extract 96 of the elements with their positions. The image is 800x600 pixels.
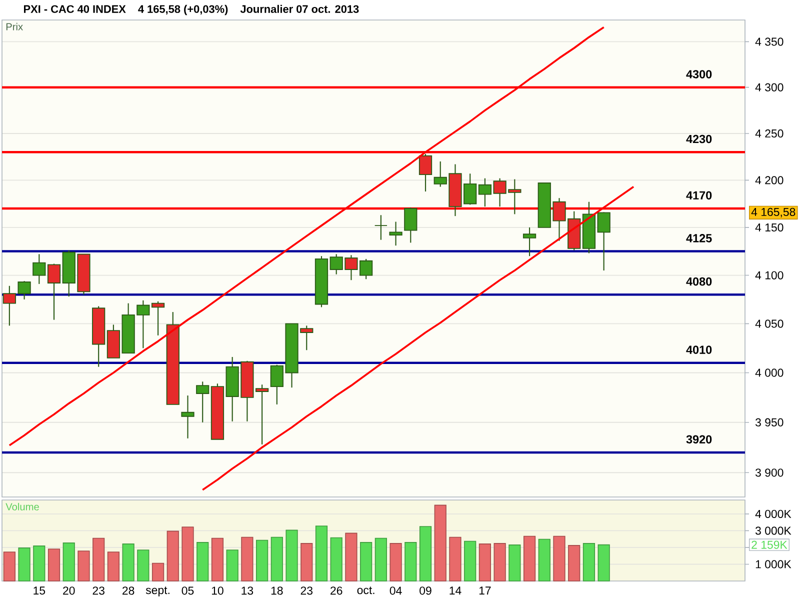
bar	[48, 548, 60, 582]
x-tick-label: 15	[34, 586, 46, 595]
text: Journalier 07 oct. 2013	[240, 4, 359, 13]
bar	[182, 526, 194, 582]
y-tick-label: 3 900	[755, 468, 784, 477]
x-tick-label: 09	[420, 586, 432, 595]
bar	[345, 532, 358, 582]
bar	[419, 526, 432, 582]
bar	[62, 542, 75, 582]
bar	[256, 540, 268, 582]
y-axis-title: Prix	[6, 22, 23, 30]
bar	[137, 550, 150, 582]
bar	[122, 544, 134, 582]
x-tick-label: 18	[271, 586, 283, 595]
x-tick-label: sept.	[146, 586, 170, 596]
bar	[92, 538, 105, 582]
bar	[568, 545, 580, 582]
x-tick-label: 13	[242, 586, 254, 595]
ref-line-label: 4010	[686, 346, 712, 354]
bar	[478, 544, 491, 582]
ref-line-label: 4080	[686, 277, 712, 286]
bar	[152, 562, 164, 582]
bar	[390, 543, 402, 582]
candlestick	[478, 178, 492, 208]
bar	[523, 536, 536, 582]
x-tick-label: 10	[212, 586, 224, 595]
bar	[582, 543, 596, 582]
candlestick	[181, 394, 194, 439]
chart-title: PXI - CAC 40 INDEX	[24, 5, 126, 13]
x-tick-label: 23	[92, 586, 104, 595]
bar	[598, 544, 610, 582]
candlestick	[374, 214, 388, 240]
candlestick	[404, 206, 418, 244]
x-tick-label: 04	[390, 586, 402, 595]
text: 2 159K	[752, 540, 788, 549]
bar	[270, 536, 283, 582]
candlestick	[32, 254, 46, 284]
y-tick-label: 3 000K	[755, 526, 792, 535]
bar	[78, 550, 90, 582]
bar	[33, 546, 46, 582]
x-tick-label: 20	[63, 586, 75, 595]
ref-line-label: 4170	[686, 191, 712, 200]
bar	[553, 536, 566, 582]
x-tick-label: 17	[479, 586, 491, 594]
ref-line-label: 4300	[686, 70, 712, 78]
bar	[166, 530, 179, 582]
y-tick-label: 4 150	[755, 223, 784, 232]
x-tick-label: 28	[122, 586, 134, 595]
candlestick	[47, 263, 61, 320]
x-tick-label: 26	[330, 586, 342, 595]
y-tick-label: 4 050	[755, 320, 784, 328]
bar	[3, 552, 16, 582]
bar	[449, 536, 462, 582]
bar	[107, 552, 120, 582]
x-tick-label: 23	[300, 586, 313, 595]
y-tick-label: 4 350	[755, 38, 784, 46]
bar	[404, 542, 417, 582]
y-tick-label: 4 000K	[755, 510, 792, 518]
x-tick-label: 05	[182, 586, 194, 595]
bar	[300, 543, 313, 582]
text: 4 165,58 (+0,03%)	[138, 4, 228, 16]
y-tick-label: 4 200	[755, 176, 784, 184]
bar	[374, 538, 387, 582]
bar	[360, 542, 372, 582]
x-tick-label: 14	[450, 586, 462, 594]
bar	[330, 537, 342, 582]
bar	[211, 538, 224, 582]
y-tick-label: 4 000	[755, 368, 784, 377]
bar	[494, 543, 506, 582]
candlestick	[196, 381, 210, 423]
bar	[464, 540, 476, 582]
y-tick-label: 1 000K	[756, 560, 792, 568]
y-tick-label: 4 100	[755, 271, 784, 280]
bar	[315, 526, 328, 582]
candlestick	[522, 226, 536, 257]
bar	[241, 536, 254, 582]
candlestick	[151, 300, 165, 336]
ref-line-label: 4125	[686, 234, 712, 242]
ref-line-label: 3920	[686, 435, 712, 444]
text: 4 165,58	[751, 208, 796, 218]
bar	[508, 544, 521, 582]
candlestick	[418, 153, 432, 192]
bar	[18, 548, 30, 582]
y-tick-label: 3 950	[755, 418, 784, 426]
y-tick-label: 4 250	[755, 129, 784, 138]
bar	[434, 504, 446, 582]
y-axis-title: Volume	[6, 502, 39, 510]
bar	[538, 538, 550, 582]
bar	[196, 542, 209, 582]
candlestick	[597, 212, 610, 272]
bar	[226, 550, 238, 582]
x-tick-label: oct.	[357, 586, 374, 594]
y-tick-label: 4 300	[755, 83, 784, 92]
bar	[286, 530, 298, 582]
candlestick	[389, 221, 402, 246]
ref-line-label: 4230	[686, 134, 712, 144]
